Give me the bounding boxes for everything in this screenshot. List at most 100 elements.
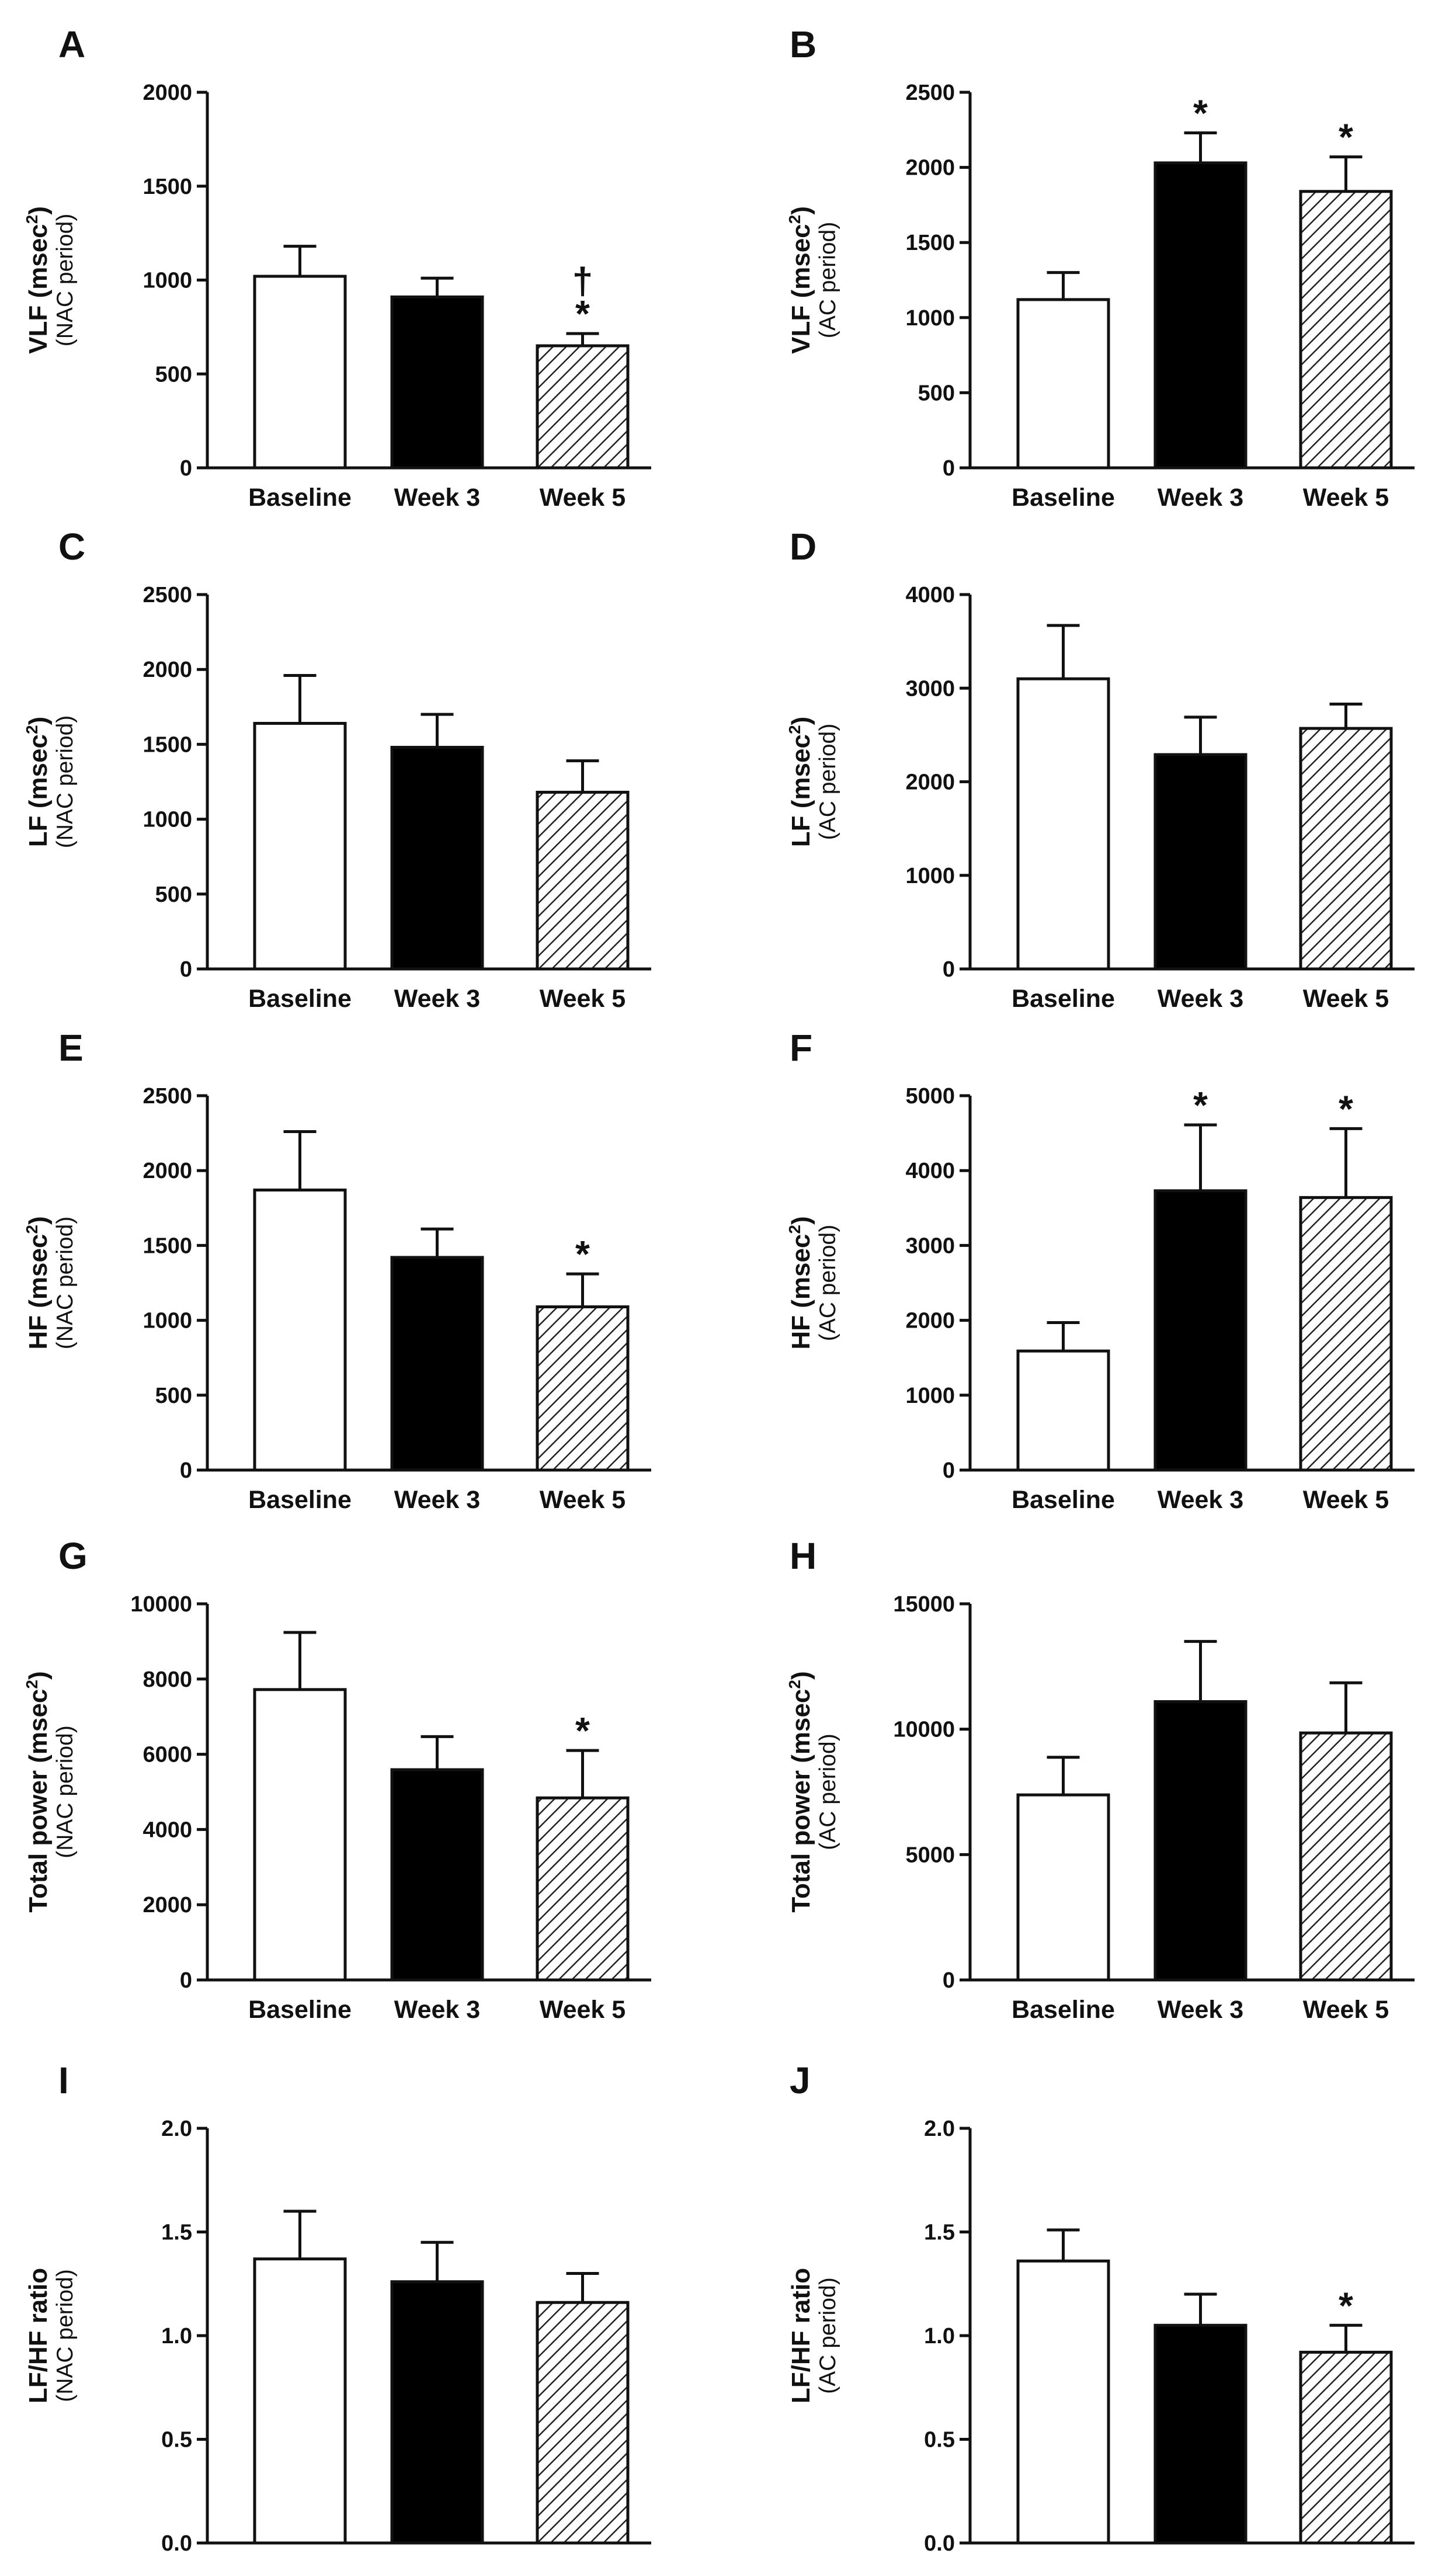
y-axis-subtitle: (NAC period) [53, 214, 78, 347]
y-axis-label: LF (msec2) (NAC period) [23, 715, 78, 849]
significance-marker: * [575, 1233, 590, 1275]
y-axis-title-superscript: 2 [786, 725, 804, 734]
significance-marker: * [1339, 2284, 1353, 2326]
significance-marker: * [1339, 1088, 1353, 1130]
y-axis-title-main: LF/HF ratio [24, 2268, 53, 2403]
y-axis-title-superscript: 2 [786, 1225, 804, 1234]
significance-marker: * [1193, 92, 1208, 134]
y-axis-title: Total power (msec2) [786, 1671, 815, 1912]
panel-a: A 0 500 1000 1500 2000 Baseline Week 3 *† Week 5 V… [23, 23, 651, 512]
x-category-label: Baseline [248, 985, 352, 1013]
y-tick-label: 500 [155, 362, 192, 387]
y-tick-label: 500 [155, 1384, 192, 1408]
y-tick-label: 2.0 [924, 2117, 955, 2141]
y-axis-title-close: ) [24, 1671, 53, 1680]
y-tick-label: 8000 [143, 1667, 192, 1692]
bar-week-3 [1153, 161, 1247, 470]
y-axis-subtitle: (AC period) [815, 724, 840, 840]
y-tick-label: 0 [180, 456, 192, 481]
bar-baseline [253, 1189, 347, 1472]
significance-marker: * [575, 293, 590, 335]
bar-baseline [253, 722, 347, 971]
y-tick-label: 500 [918, 381, 955, 405]
x-category-label: Week 3 [1158, 1996, 1243, 2024]
y-axis-title-close: ) [24, 717, 53, 725]
y-axis-label: HF (msec2)(AC period) [786, 1216, 840, 1349]
y-tick-label: 1000 [905, 1384, 955, 1408]
y-axis-subtitle: (AC period) [815, 1225, 840, 1341]
y-axis-title-close: ) [787, 717, 815, 725]
panel-c: C 0 500 1000 1500 2000 2500 Baseline Week 3 Week … [23, 526, 651, 1013]
y-axis-title-superscript: 2 [786, 1680, 804, 1689]
y-tick-label: 0 [180, 1968, 192, 1993]
y-axis-title-main: Total power (msec [24, 1689, 53, 1913]
y-axis-title-main: Total power (msec [787, 1689, 815, 1913]
x-category-label: Baseline [248, 1486, 352, 1514]
x-category-label: Week 3 [394, 1996, 480, 2024]
bar-week-3 [390, 1768, 484, 1982]
y-tick-label: 1500 [143, 175, 192, 199]
x-category-label: Week 5 [1303, 1486, 1389, 1514]
y-axis-title-close: ) [787, 1671, 815, 1680]
y-tick-label: 0.5 [924, 2428, 955, 2452]
y-axis-label: LF/HF ratio (NAC period) [24, 2268, 78, 2403]
y-axis-title-close: ) [787, 1216, 815, 1225]
y-axis-label: Total power (msec2)(AC period) [786, 1671, 840, 1912]
panel-d: D 0 1000 2000 3000 4000 Baseline Week 3 Week 5 LF… [786, 526, 1415, 1013]
x-category-label: Week 3 [1158, 484, 1243, 512]
panel-letter-f: F [790, 1027, 812, 1069]
x-category-label: Week 5 [1303, 985, 1389, 1013]
panel-letter-j: J [790, 2059, 811, 2101]
y-tick-label: 10000 [130, 1592, 192, 1617]
bar-week-5 [1299, 1731, 1393, 1982]
y-axis-label: VLF (msec2)(NAC period) [23, 206, 78, 354]
panel-letter-d: D [790, 526, 816, 568]
x-category-label: Baseline [1012, 1996, 1115, 2024]
bar-week-3 [390, 295, 484, 470]
bar-baseline [1016, 1793, 1110, 1982]
y-tick-label: 2000 [905, 770, 955, 795]
bar-week-5 [536, 1305, 630, 1472]
significance-marker: * [1339, 116, 1353, 158]
y-axis-title: LF (msec2) [786, 717, 815, 847]
y-tick-label: 500 [155, 883, 192, 907]
y-axis-title-main: HF (msec [787, 1234, 815, 1350]
y-tick-label: 2000 [143, 81, 192, 105]
y-tick-label: 1.5 [924, 2221, 955, 2245]
panel-g: G 0 2000 4000 6000 8000 10000 Baseline Week 3 * We… [23, 1535, 651, 2024]
y-axis-title-main: VLF (msec [24, 224, 53, 354]
y-tick-label: 1000 [143, 808, 192, 832]
y-tick-label: 1500 [143, 1234, 192, 1258]
y-axis-title: VLF (msec2) [786, 206, 815, 354]
bar-week-3 [1153, 1700, 1247, 1982]
x-category-label: Week 5 [540, 484, 626, 512]
panel-letter-i: I [58, 2059, 69, 2101]
y-tick-label: 2000 [905, 1309, 955, 1333]
y-axis-title: LF/HF ratio [787, 2268, 815, 2403]
y-tick-label: 3000 [905, 676, 955, 701]
bar-week-5 [536, 2301, 630, 2545]
y-axis-title-main: LF (msec [24, 734, 53, 847]
y-axis-title: HF (msec2) [23, 1216, 53, 1349]
bar-week-3 [390, 1256, 484, 1472]
y-axis-label: LF/HF ratio (AC period) [787, 2268, 840, 2403]
y-tick-label: 6000 [143, 1743, 192, 1767]
panel-letter-c: C [58, 526, 85, 568]
panel-letter-e: E [58, 1027, 84, 1069]
y-tick-label: 1.5 [161, 2221, 192, 2245]
x-category-label: Baseline [1012, 1486, 1115, 1514]
y-axis-title-close: ) [787, 206, 815, 215]
x-category-label: Baseline [248, 484, 352, 512]
panel-h: H 0 5000 10000 15000 Baseline Week 3 Week 5 Tota… [786, 1535, 1415, 2024]
x-category-label: Week 5 [1303, 1996, 1389, 2024]
panel-letter-g: G [58, 1535, 88, 1577]
y-tick-label: 4000 [905, 1159, 955, 1183]
bar-baseline [253, 2257, 347, 2545]
y-axis-title: Total power (msec2) [23, 1671, 53, 1912]
x-category-label: Week 5 [540, 985, 626, 1013]
bar-week-5 [1299, 1196, 1393, 1472]
y-axis-title: LF/HF ratio [24, 2268, 53, 2403]
panel-b: B 0 500 1000 1500 2000 2500 Baseline * Week 3 * Wee… [786, 23, 1415, 512]
y-axis-title-superscript: 2 [786, 215, 804, 224]
